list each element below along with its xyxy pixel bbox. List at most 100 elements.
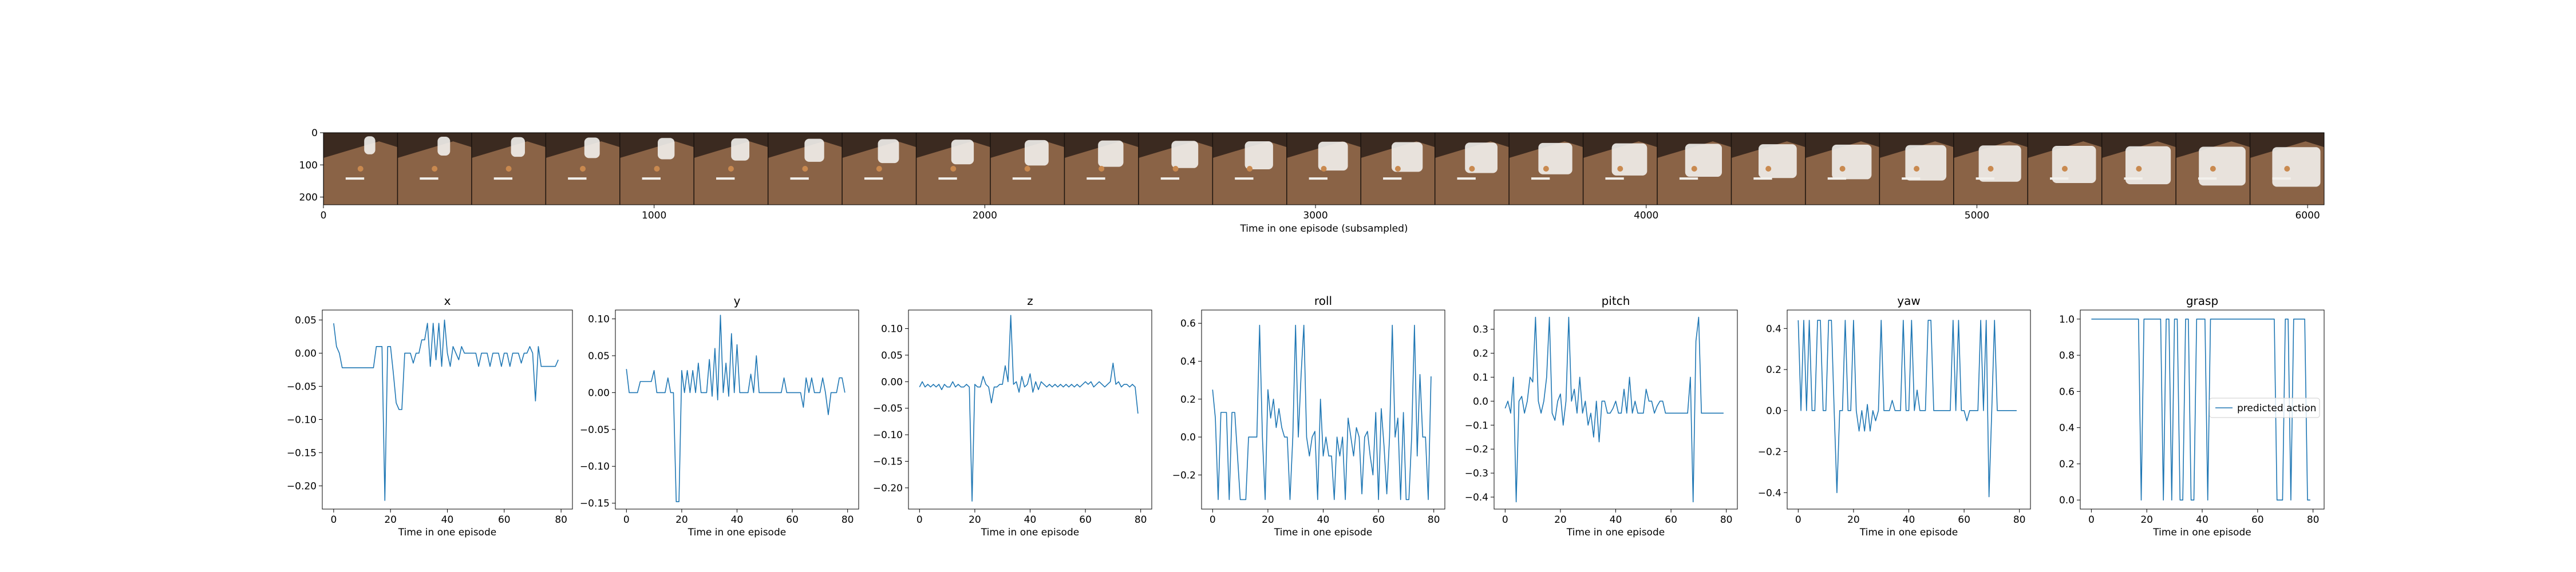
filmstrip-y-tick-label: 0 [311, 128, 318, 139]
subplot-yaw: yaw 0 20 40 60 80 0.4 0.2 0.0 −0.2 −0.4 Time in one… [1758, 294, 2031, 538]
filmstrip-x-tick-label: 6000 [2295, 210, 2320, 221]
subplot-title: roll [1314, 294, 1332, 308]
y-tick-label: −0.1 [1465, 420, 1488, 431]
x-tick-label: 40 [1024, 514, 1037, 526]
y-tick-label: 0.10 [588, 313, 610, 325]
series-line-roll [1212, 324, 1432, 500]
filmstrip-frame [841, 133, 917, 205]
x-tick-label: 60 [1958, 514, 1970, 526]
y-tick-label: −0.10 [873, 430, 903, 441]
x-tick-label: 80 [2307, 514, 2320, 526]
y-tick-label: −0.15 [287, 447, 317, 459]
filmstrip-frame [1657, 133, 1732, 205]
y-tick-label: 0.00 [881, 376, 903, 388]
subplot-z: z 0 20 40 60 80 0.10 0.05 0.00 −0.05 −0.10 −0.15 −0.… [873, 294, 1152, 538]
subplot-title: yaw [1897, 294, 1920, 308]
y-tick-label: −0.4 [1465, 492, 1488, 503]
x-tick-label: 80 [555, 514, 567, 526]
subplot-title: z [1027, 294, 1033, 308]
subplot-roll: roll 0 20 40 60 80 0.6 0.4 0.2 0.0 −0.2 Time in one… [1172, 294, 1445, 538]
y-tick-label: −0.15 [873, 456, 903, 467]
filmstrip-frame [915, 133, 991, 205]
y-tick-label: −0.2 [1758, 447, 1781, 458]
x-tick-label: 60 [1372, 514, 1385, 526]
x-tick-label: 20 [2140, 514, 2153, 526]
y-tick-label: −0.10 [580, 461, 610, 472]
x-axis-label: Time in one episode [2152, 527, 2251, 538]
series-line-x [333, 319, 559, 501]
y-tick-label: 0.4 [1180, 356, 1196, 367]
axes-frame [1201, 309, 1445, 510]
y-tick-label: 0.05 [881, 350, 903, 362]
y-tick-label: 0.2 [1473, 348, 1488, 359]
x-tick-label: 20 [1262, 514, 1274, 526]
filmstrip-frame [1138, 133, 1213, 205]
x-tick-label: 80 [1720, 514, 1733, 526]
filmstrip-x-tick-label: 4000 [1634, 210, 1658, 221]
subplot-y: y 0 20 40 60 80 0.10 0.05 0.00 −0.05 −0.10 −0.15 Tim… [580, 294, 859, 538]
x-tick-label: 60 [1079, 514, 1092, 526]
x-tick-label: 0 [1795, 514, 1801, 526]
x-tick-label: 60 [1665, 514, 1677, 526]
subplot-title: grasp [2186, 294, 2218, 308]
filmstrip-frame [1064, 133, 1139, 205]
series-line-pitch [1504, 316, 1724, 503]
y-tick-label: 0.00 [295, 348, 317, 359]
x-tick-label: 80 [1135, 514, 1147, 526]
filmstrip-frames [323, 133, 2324, 205]
action-subplots: x0 20 40 60 800.050.00−0.05−0.10−0.15−0.20Ti… [287, 294, 2325, 538]
y-tick-label: −0.20 [287, 480, 317, 492]
y-tick-label: 0.0 [1473, 396, 1488, 407]
filmstrip-x-tick-label: 2000 [973, 210, 997, 221]
series-line-grasp [2091, 318, 2310, 501]
x-tick-label: 0 [330, 514, 337, 526]
filmstrip-x-tick-label: 5000 [1965, 210, 1989, 221]
filmstrip-frame [2101, 133, 2176, 205]
filmstrip-frame [619, 133, 694, 205]
filmstrip-x-tick-label: 3000 [1303, 210, 1327, 221]
series-line-yaw [1797, 320, 2017, 498]
filmstrip-frame [1582, 133, 1658, 205]
legend: predicted action [2209, 398, 2320, 418]
subplot-title: pitch [1602, 294, 1630, 308]
filmstrip-frame [1879, 133, 1954, 205]
filmstrip-frame [545, 133, 621, 205]
x-tick-label: 0 [2088, 514, 2095, 526]
x-axis-label: Time in one episode [398, 527, 496, 538]
legend-label: predicted action [2237, 403, 2316, 414]
x-axis-label: Time in one episode [1859, 527, 1958, 538]
filmstrip-frame [397, 133, 472, 205]
filmstrip-x-tick-label: 1000 [642, 210, 666, 221]
y-tick-label: 0.0 [2059, 495, 2075, 506]
y-tick-label: 0.0 [1180, 432, 1196, 443]
filmstrip-frame [471, 133, 546, 205]
subplot-x: x 0 20 40 60 80 0.05 0.00 −0.05 −0.10 −0.15 −0.20 Ti… [287, 294, 573, 538]
filmstrip-frame [767, 133, 843, 205]
filmstrip-frame-border [323, 132, 2325, 205]
y-tick-label: −0.3 [1465, 468, 1488, 479]
x-tick-label: 40 [1610, 514, 1622, 526]
x-axis-label: Time in one episode [1566, 527, 1665, 538]
filmstrip-y-tick-label: 100 [299, 160, 318, 171]
filmstrip-frame [2027, 133, 2103, 205]
filmstrip-plot: 0 1000 2000 3000 4000 5000 6000 0 100 200 [299, 128, 2325, 221]
y-tick-label: 1.0 [2059, 314, 2075, 325]
x-tick-label: 60 [2251, 514, 2264, 526]
filmstrip-frame [1730, 133, 1806, 205]
y-tick-label: 0.6 [1180, 318, 1196, 329]
x-tick-label: 0 [916, 514, 923, 526]
y-tick-label: 0.05 [295, 315, 317, 326]
filmstrip-frame [1286, 133, 1361, 205]
y-tick-label: 0.4 [1766, 323, 1781, 335]
x-tick-label: 20 [675, 514, 688, 526]
y-tick-label: 0.3 [1473, 324, 1488, 336]
x-tick-label: 80 [841, 514, 854, 526]
filmstrip-frame [2175, 133, 2251, 205]
x-tick-label: 60 [786, 514, 799, 526]
x-tick-label: 20 [384, 514, 397, 526]
x-tick-label: 20 [969, 514, 981, 526]
y-tick-label: −0.05 [873, 403, 903, 415]
series-line-y [626, 315, 846, 502]
y-tick-label: 0.05 [588, 351, 610, 362]
x-tick-label: 40 [731, 514, 744, 526]
